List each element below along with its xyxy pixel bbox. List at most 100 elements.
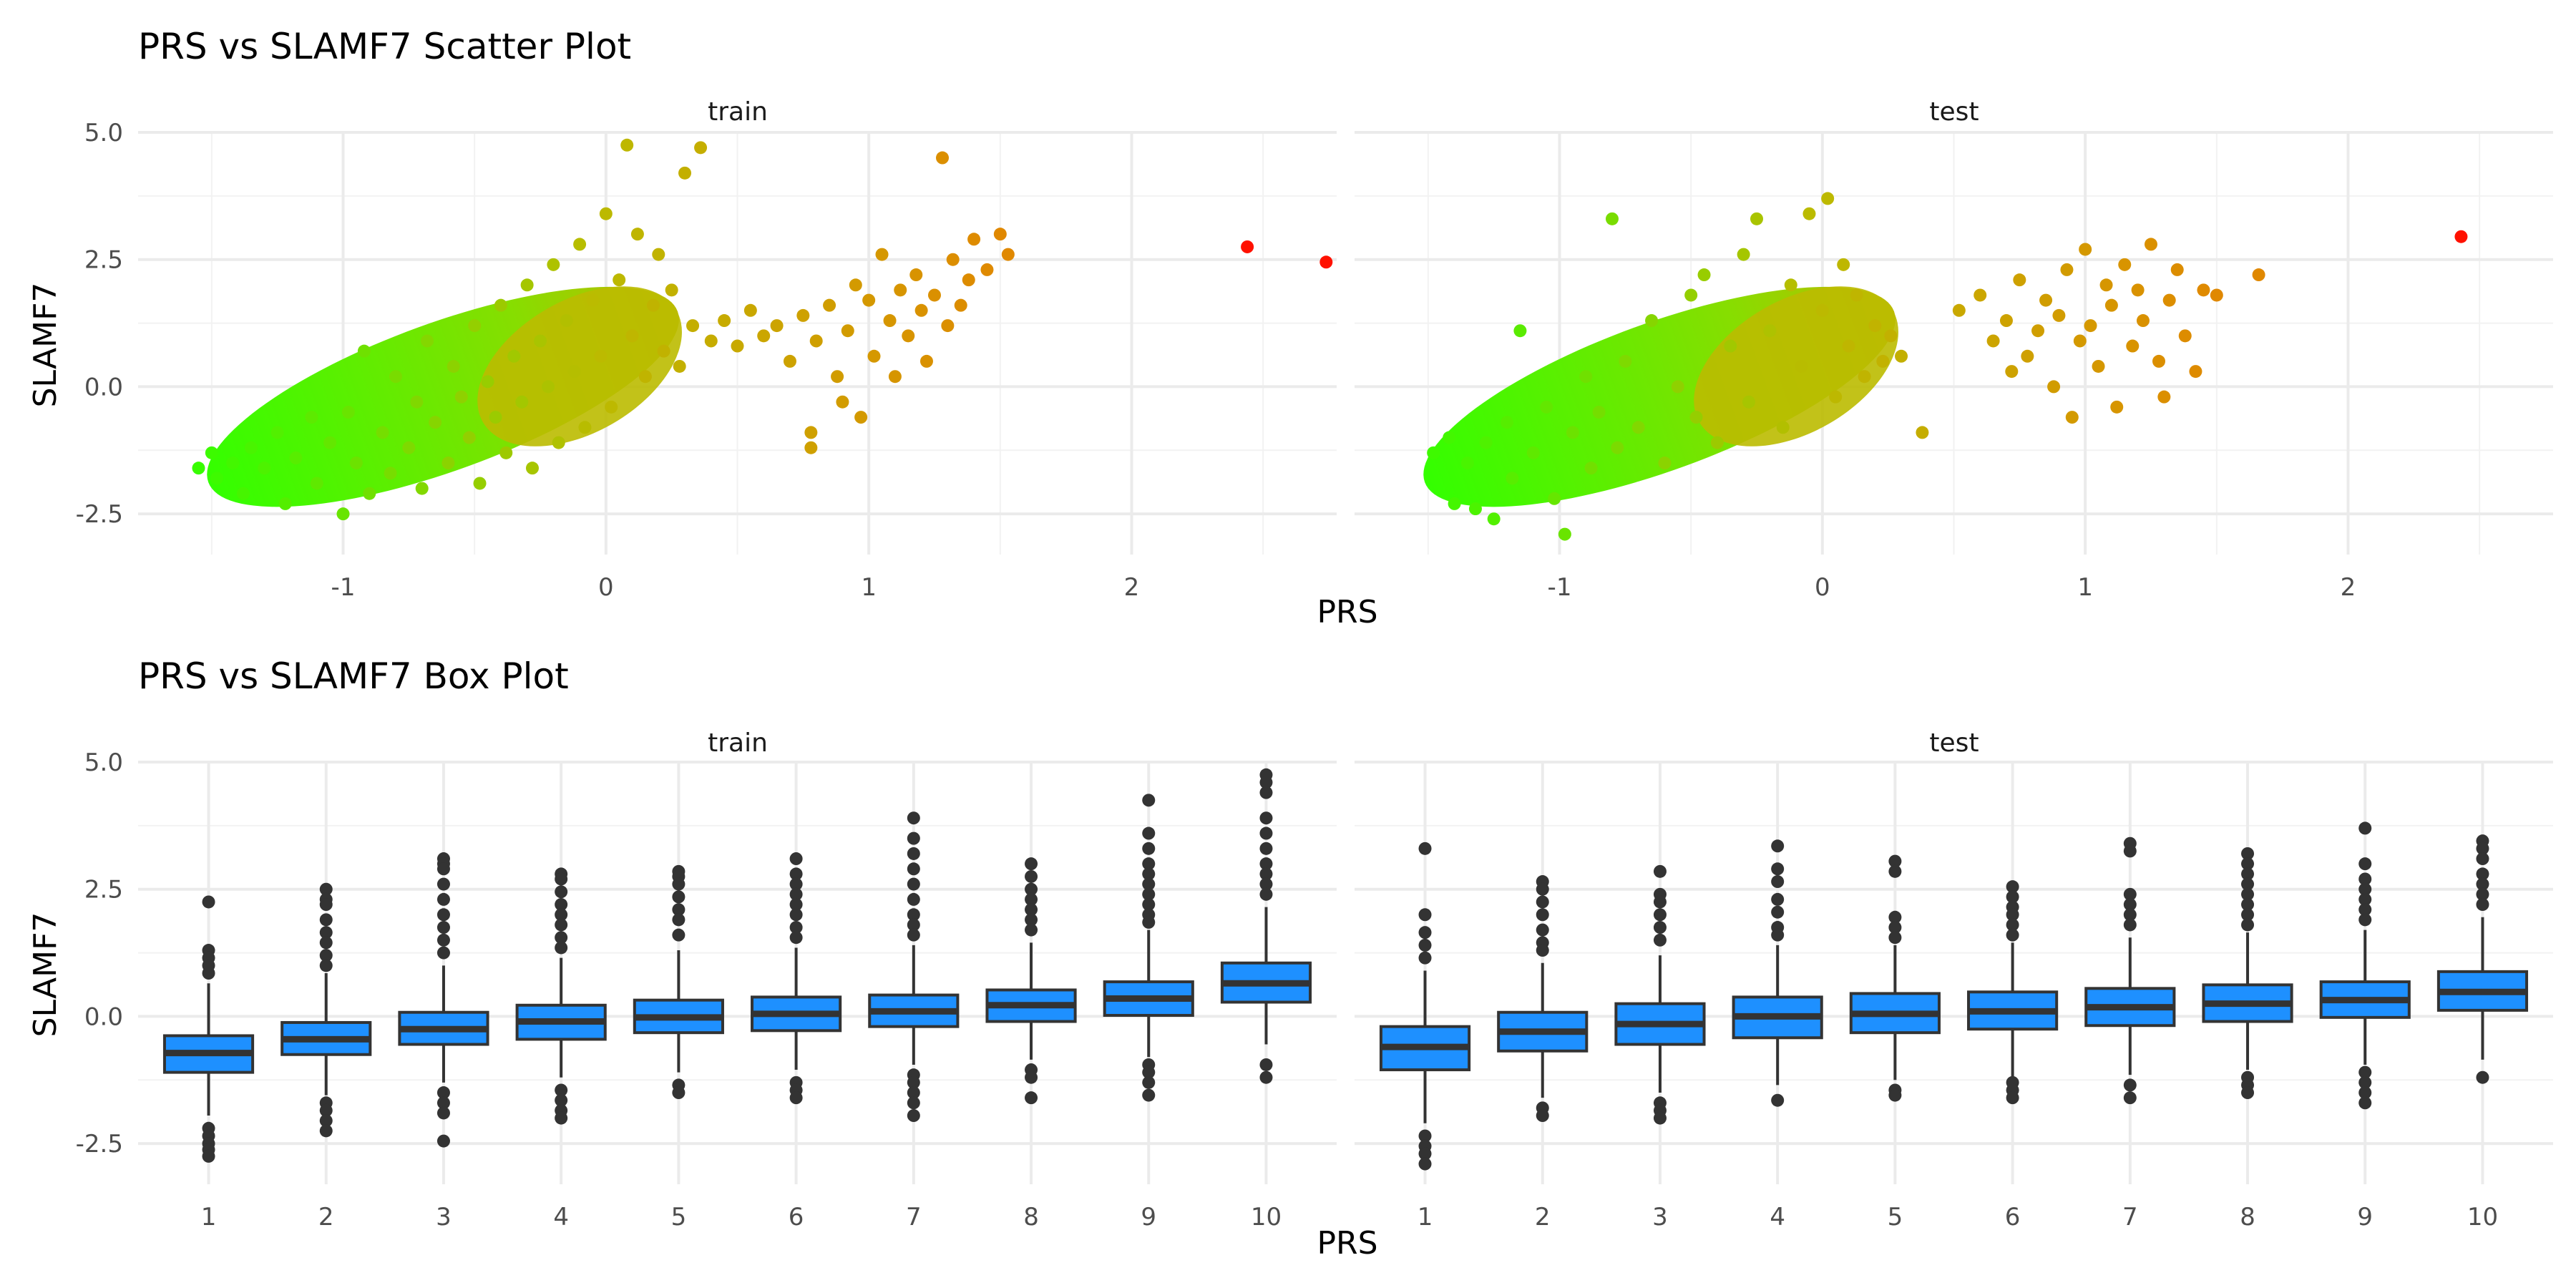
box-x-tick-label: 6 [2005, 1203, 2021, 1231]
scatter-point [2210, 288, 2223, 302]
scatter-point [1974, 288, 1987, 302]
box-2 [1497, 875, 1589, 1123]
box-outlier [1653, 921, 1667, 935]
box-outlier [672, 877, 686, 891]
scatter-point [310, 477, 323, 490]
scatter-point-cloud-core [477, 286, 682, 447]
scatter-point [1916, 426, 1929, 439]
box-plot-area: -2.5 0.0 2.5 5.0 1 2 3 4 5 6 7 8 9 10 1 2 3 4 5 6 7 8 9 10 [76, 748, 2553, 1231]
box-outlier [907, 1109, 920, 1123]
box-outlier [1259, 841, 1273, 855]
scatter-point [210, 472, 224, 485]
box-plot-title: PRS vs SLAMF7 Box Plot [138, 655, 569, 697]
box-9 [2319, 821, 2411, 1110]
box-outlier [555, 898, 568, 912]
box-outlier [436, 892, 450, 906]
box-outlier [789, 887, 803, 901]
box-outlier [789, 867, 803, 881]
box-outlier [2241, 857, 2255, 871]
scatter-point [421, 334, 434, 348]
scatter-point [613, 273, 626, 287]
box-10 [2436, 834, 2529, 1084]
scatter-point [2104, 298, 2118, 312]
scatter-point [363, 487, 376, 500]
box-7 [2084, 836, 2176, 1105]
scatter-point [665, 283, 678, 297]
box-outlier [436, 1134, 450, 1148]
scatter-point [1619, 354, 1632, 368]
box-outlier [907, 1096, 920, 1110]
box-x-tick-label: 2 [318, 1203, 334, 1231]
box-panel-train: -2.5 0.0 2.5 5.0 1 2 3 4 5 6 7 8 9 10 [76, 748, 1337, 1231]
box-outlier [2358, 1096, 2372, 1110]
box-x-tick-label: 3 [1652, 1203, 1668, 1231]
scatter-point [625, 329, 639, 343]
box-outlier [789, 877, 803, 891]
box-x-tick-label: 1 [201, 1203, 217, 1231]
scatter-x-tick-label: 2 [2341, 573, 2356, 602]
box-outlier [1888, 854, 1902, 868]
box-outlier [2358, 872, 2372, 886]
box-outlier [1142, 1075, 1156, 1089]
scatter-point [2454, 230, 2468, 243]
scatter-point [809, 334, 823, 348]
scatter-y-tick-label: 5.0 [84, 119, 123, 147]
box-outlier [319, 1124, 333, 1138]
box-outlier [1418, 908, 1432, 922]
box-outlier [2006, 928, 2019, 942]
scatter-point [1566, 426, 1579, 439]
scatter-point [962, 273, 975, 287]
scatter-point [454, 390, 468, 404]
scatter-point [2118, 258, 2132, 271]
box-panel-test: 1 2 3 4 5 6 7 8 9 10 [1355, 761, 2553, 1231]
box-outlier [1025, 903, 1038, 917]
box-7 [868, 811, 960, 1123]
box-outlier [1888, 931, 1902, 945]
box-outlier [1418, 1129, 1432, 1143]
scatter-point [1605, 212, 1619, 225]
box-outlier [1259, 1070, 1273, 1084]
scatter-point [1829, 390, 1843, 404]
box-y-tick-label: 0.0 [84, 1002, 123, 1031]
scatter-point [489, 411, 502, 424]
scatter-point [542, 380, 555, 394]
scatter-facet-label-train: train [708, 97, 768, 127]
box-outlier [202, 895, 215, 909]
box-outlier [1025, 1070, 1038, 1084]
box-outlier [2358, 1075, 2372, 1089]
box-outlier [1771, 875, 1785, 889]
scatter-point [757, 329, 771, 343]
scatter-point [1684, 288, 1698, 302]
scatter-point [2073, 334, 2087, 348]
scatter-facet-label-test: test [1929, 97, 1979, 127]
box-outlier [2123, 1091, 2137, 1105]
scatter-x-tick-label: 0 [1815, 573, 1830, 602]
box-outlier [1888, 921, 1902, 935]
scatter-point [357, 344, 371, 358]
box-outlier [319, 936, 333, 950]
box-x-tick-label: 10 [1251, 1203, 1282, 1231]
box-outlier [2358, 882, 2372, 896]
box-x-tick-label: 5 [1888, 1203, 1903, 1231]
scatter-point [630, 228, 644, 241]
box-y-tick-label: 2.5 [84, 876, 123, 904]
scatter-point [1737, 248, 1750, 261]
box-outlier [907, 892, 920, 906]
box-outlier [1771, 892, 1785, 906]
scatter-point [594, 349, 608, 363]
box-outlier [1259, 786, 1273, 799]
box-outlier [789, 908, 803, 922]
box-outlier [319, 898, 333, 912]
box-outlier [1888, 910, 1902, 924]
scatter-point [2039, 293, 2053, 307]
box-outlier [555, 885, 568, 899]
scatter-point [673, 359, 686, 373]
box-outlier [2358, 1086, 2372, 1100]
scatter-point [560, 314, 573, 328]
scatter-point [599, 207, 613, 220]
scatter-x-tick-label: -1 [331, 573, 356, 602]
box-outlier [2123, 918, 2137, 932]
scatter-point [1671, 380, 1684, 394]
box-outlier [319, 882, 333, 896]
scatter-point [507, 349, 521, 363]
